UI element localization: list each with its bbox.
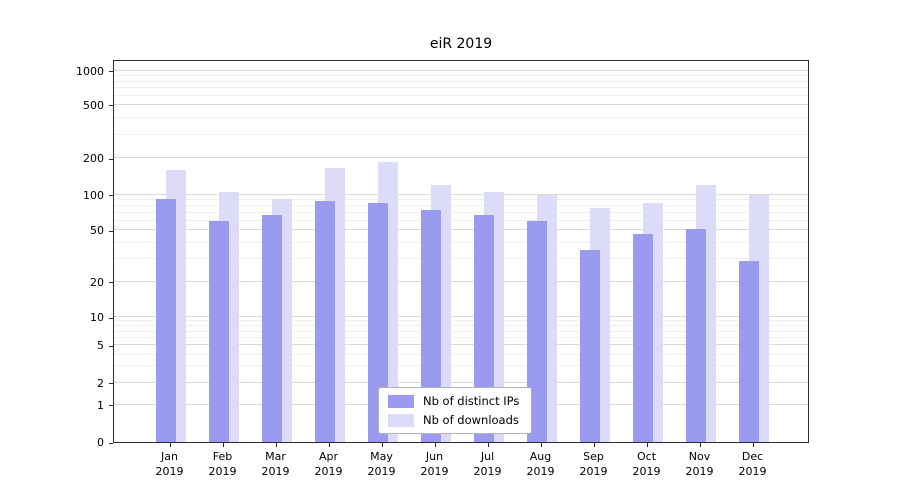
x-axis-tick-label: Jul 2019 (473, 450, 502, 478)
y-gridline-minor (114, 212, 808, 214)
y-gridline-minor (114, 95, 808, 96)
bar-distinct-ips (473, 214, 494, 442)
x-axis-tick-label: Nov 2019 (685, 450, 714, 478)
legend-swatch-bar_downloads (388, 413, 414, 427)
legend-swatch-bar_distinct_ips (388, 394, 414, 408)
y-axis-tick-label: 100 (83, 188, 104, 202)
x-axis-tick (593, 443, 595, 447)
x-axis-tick (169, 443, 171, 447)
x-axis-tick-label: Jun 2019 (420, 450, 449, 478)
x-axis-tick-label: Apr 2019 (314, 450, 343, 478)
bar-distinct-ips (420, 209, 441, 442)
y-axis-tick-label: 50 (90, 224, 104, 238)
plot-area (113, 60, 809, 443)
bar-distinct-ips (314, 201, 335, 442)
x-axis-tick (487, 443, 489, 447)
x-axis-tick (222, 443, 224, 447)
y-gridline-minor (114, 258, 808, 260)
y-gridline (114, 280, 808, 282)
legend: Nb of distinct IPs Nb of downloads (378, 387, 533, 434)
bar-distinct-ips (208, 220, 229, 442)
y-axis-tick-label: 200 (83, 152, 104, 166)
y-axis-tick (109, 282, 113, 284)
y-gridline-minor (114, 219, 808, 221)
y-gridline-minor (114, 320, 808, 322)
y-axis-tick-label: 1 (97, 398, 104, 412)
y-gridline-minor (114, 325, 808, 327)
x-axis-tick (381, 443, 383, 447)
x-axis-tick (540, 443, 542, 447)
x-axis-tick-label: Dec 2019 (738, 450, 767, 478)
x-axis-tick (752, 443, 754, 447)
y-gridline-minor (114, 199, 808, 201)
y-axis-tick-label: 2 (97, 376, 104, 390)
bar-distinct-ips (579, 250, 600, 442)
bar-distinct-ips (155, 198, 176, 442)
chart-title: eiR 2019 (429, 36, 493, 52)
x-axis-tick (434, 443, 436, 447)
legend-item: Nb of distinct IPs (388, 394, 519, 408)
y-axis-tick (109, 71, 113, 73)
y-gridline (114, 316, 808, 318)
y-axis-tick (109, 105, 113, 107)
y-axis-tick (109, 158, 113, 160)
y-axis-tick-label: 5 (97, 339, 104, 353)
bar-distinct-ips (685, 229, 706, 442)
y-gridline (114, 69, 808, 71)
y-gridline-minor (114, 337, 808, 339)
legend-label: Nb of downloads (423, 413, 519, 427)
x-axis-tick-label: Oct 2019 (632, 450, 661, 478)
y-axis-tick-label: 20 (90, 275, 104, 289)
x-axis-tick-label: Feb 2019 (208, 450, 237, 478)
y-axis-tick (109, 230, 113, 232)
y-axis-tick (109, 383, 113, 385)
y-gridline (114, 193, 808, 195)
y-gridline (114, 103, 808, 105)
y-gridline (114, 381, 808, 383)
y-axis-tick-label: 10 (90, 311, 104, 325)
y-axis-tick (109, 345, 113, 347)
x-axis-tick (646, 443, 648, 447)
bar-distinct-ips (632, 233, 653, 442)
x-axis-tick-label: Aug 2019 (526, 450, 555, 478)
y-gridline (114, 157, 808, 159)
y-axis-tick (109, 442, 113, 444)
y-gridline-minor (114, 75, 808, 77)
legend-label: Nb of distinct IPs (423, 394, 520, 408)
y-gridline-minor (114, 116, 808, 118)
y-gridline-minor (114, 133, 808, 135)
x-axis-tick (699, 443, 701, 447)
x-axis-tick-label: Sep 2019 (579, 450, 608, 478)
y-axis-tick (109, 195, 113, 197)
y-gridline-minor (114, 241, 808, 243)
bar-distinct-ips (367, 203, 388, 442)
bar-distinct-ips (738, 260, 759, 442)
x-axis-tick (275, 443, 277, 447)
y-gridline-minor (114, 205, 808, 207)
y-gridline (114, 344, 808, 346)
y-axis-tick (109, 317, 113, 319)
x-axis-tick-label: Mar 2019 (261, 450, 290, 478)
y-gridline-minor (114, 353, 808, 355)
bar-distinct-ips (261, 214, 282, 442)
y-axis-tick-label: 1000 (76, 64, 104, 78)
y-gridline-minor (114, 330, 808, 332)
y-gridline (114, 229, 808, 231)
y-axis-tick (109, 405, 113, 407)
legend-item: Nb of downloads (388, 413, 519, 427)
x-axis-tick-label: Jan 2019 (155, 450, 184, 478)
y-axis-tick-label: 0 (97, 436, 104, 449)
y-axis-tick-label: 500 (83, 98, 104, 112)
x-axis-tick (328, 443, 330, 447)
bar-distinct-ips (526, 220, 547, 442)
y-gridline-minor (114, 87, 808, 89)
y-gridline-minor (114, 365, 808, 367)
x-axis-tick-label: May 2019 (367, 450, 396, 478)
y-gridline-minor (114, 80, 808, 82)
